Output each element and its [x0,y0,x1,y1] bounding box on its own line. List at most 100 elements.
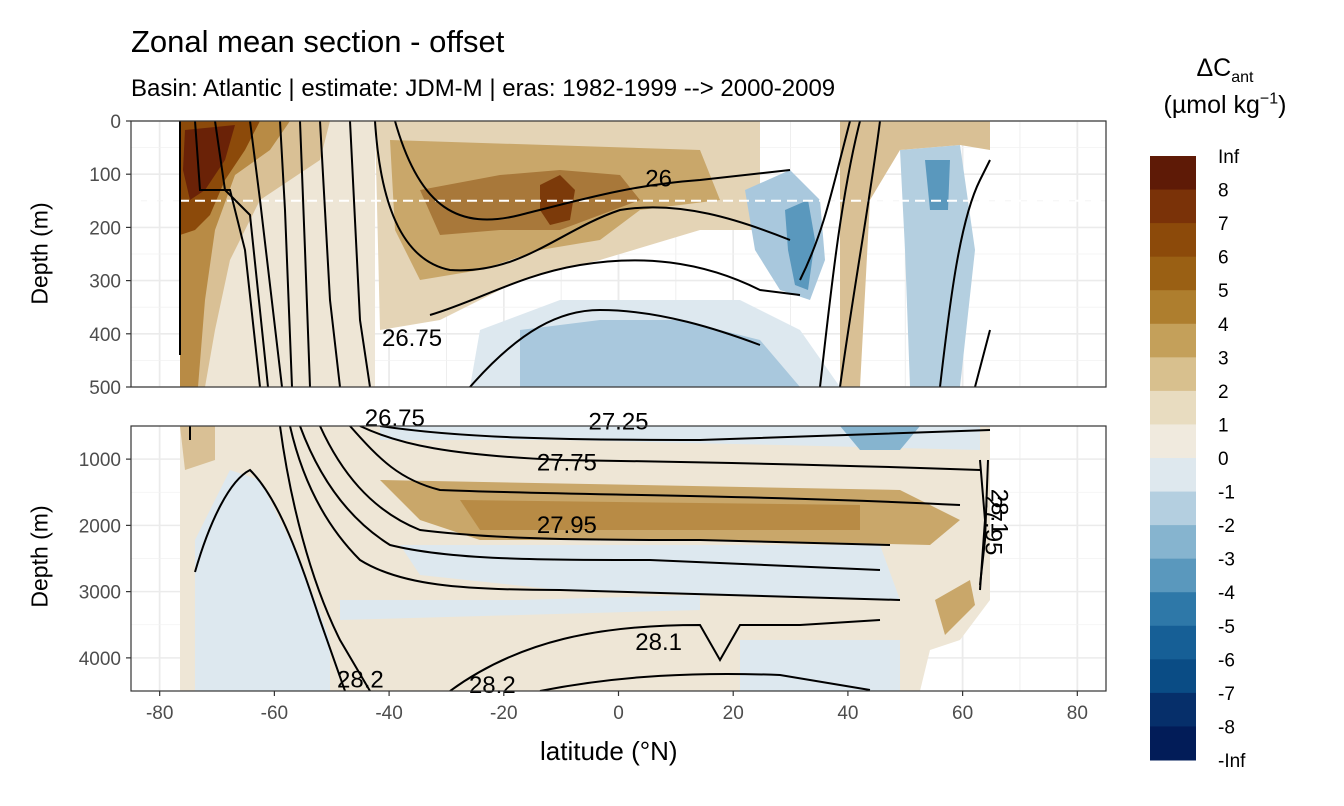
isopycnal-label: 26.75 [365,405,425,432]
colorbar-swatch [1150,692,1196,727]
legend-unit-exponent: −1 [1259,90,1279,108]
lower-fill-southwest-blue [195,470,330,691]
isopycnal-label: 27.95 [980,495,1007,555]
colorbar [1150,156,1196,761]
isopycnal [974,329,991,387]
legend-subscript: ant [1231,69,1254,86]
isopycnal [839,121,881,387]
upper-y-tick-label: 100 [89,165,121,186]
colorbar-tick-label: -7 [1218,684,1235,705]
isopycnal [279,121,293,387]
colorbar-swatch [1150,424,1196,459]
colorbar-swatch [1150,189,1196,224]
upper-fill-north-tan [840,121,990,387]
isopycnal [469,308,761,387]
colorbar-tick-label: -6 [1218,650,1235,671]
isopycnal-label: 28.1 [635,629,682,656]
x-tick-label: 20 [723,703,744,724]
colorbar-tick-label: 4 [1218,315,1229,336]
upper-fill-blue-mid [520,320,800,387]
isopycnal [379,426,991,442]
isopycnal-label: 28.2 [469,672,516,699]
x-tick-label: -20 [490,703,517,724]
upper-isopycnal-labels: 26 26.75 [382,165,672,352]
chart-subtitle: Basin: Atlantic | estimate: JDM-M | eras… [131,75,836,102]
x-tick-label: 60 [952,703,973,724]
colorbar-swatch [1150,625,1196,660]
isopycnal [289,426,901,601]
isopycnal [979,459,989,586]
upper-fill-north-blue [900,145,975,387]
lower-fill-blue-top [840,426,920,450]
colorbar-swatch [1150,357,1196,392]
legend-title: ΔCant (µmol kg−1) [1150,52,1300,121]
upper-y-tick-label: 400 [89,325,121,346]
x-tick-label: 0 [613,703,624,724]
colorbar-tick-label: -Inf [1218,751,1246,772]
lower-y-tick-label: 4000 [79,649,121,670]
lower-fill-southeast-tan [935,580,975,635]
x-tick-label: -40 [375,703,402,724]
colorbar-tick-label: 8 [1218,181,1229,202]
x-tick-label: 80 [1067,703,1088,724]
upper-fill-north-blue-dark [925,160,950,210]
colorbar-tick-label: -5 [1218,617,1235,638]
colorbar-tick-label: 7 [1218,214,1229,235]
x-axis-label: latitude (°N) [540,736,678,766]
lower-field [180,426,991,691]
lower-y-tick-label: 1000 [79,450,121,471]
isopycnal [299,121,311,387]
isopycnal [349,121,371,387]
isopycnal [359,426,981,471]
colorbar-labels: Inf 8 7 6 5 4 3 2 1 0 -1 -2 -3 -4 -5 -6 -7 -8 -Inf [1218,147,1246,772]
isopycnal [319,426,891,546]
x-tick-label: 40 [837,703,858,724]
isopycnal [819,121,861,387]
isopycnal-label: 28.1 [985,489,1012,536]
isopycnal [249,121,283,387]
colorbar-tick-label: 2 [1218,382,1229,403]
isopycnal-label: 27.95 [537,512,597,539]
colorbar-swatch [1150,558,1196,593]
upper-y-tick-label: 200 [89,218,121,239]
colorbar-swatch [1150,726,1196,761]
colorbar-swatch [1150,491,1196,526]
x-tick-label: -60 [261,703,288,724]
lower-fill-deep-blue-east [740,640,900,691]
colorbar-swatch [1150,525,1196,560]
isopycnal [449,619,881,691]
isopycnal [429,259,801,316]
colorbar-swatch [1150,390,1196,425]
isopycnal [319,121,341,387]
colorbar-tick-label: 5 [1218,281,1229,302]
lower-fill-lightblue-top [380,426,980,450]
x-ticks: -80 -60 -40 -20 0 20 40 60 80 [146,691,1088,724]
colorbar-tick-label: 6 [1218,248,1229,269]
colorbar-tick-label: 0 [1218,449,1229,470]
isopycnal [799,121,851,281]
isopycnal [349,426,961,506]
isopycnal [194,468,346,691]
colorbar-swatch [1150,592,1196,627]
colorbar-tick-label: -4 [1218,583,1235,604]
legend-symbol: ΔC [1196,54,1232,82]
isopycnal-label: 26.75 [382,325,442,352]
isopycnal [279,426,371,691]
colorbar-swatch [1150,659,1196,694]
colorbar-swatch [1150,290,1196,325]
colorbar-swatch [1150,223,1196,258]
legend-unit-close: ) [1278,90,1287,119]
lower-y-tick-label: 3000 [79,583,121,604]
colorbar-tick-label: 1 [1218,415,1229,436]
lower-fill-southwest-blue-2 [340,595,700,620]
upper-panel-border [130,120,1107,388]
colorbar-tick-label: -8 [1218,717,1235,738]
upper-fill-central-dark [540,175,575,225]
isopycnal [194,121,261,387]
colorbar-swatch [1150,256,1196,291]
upper-y-ticks: 0 100 200 300 400 500 [89,112,131,399]
colorbar-swatch [1150,156,1196,191]
